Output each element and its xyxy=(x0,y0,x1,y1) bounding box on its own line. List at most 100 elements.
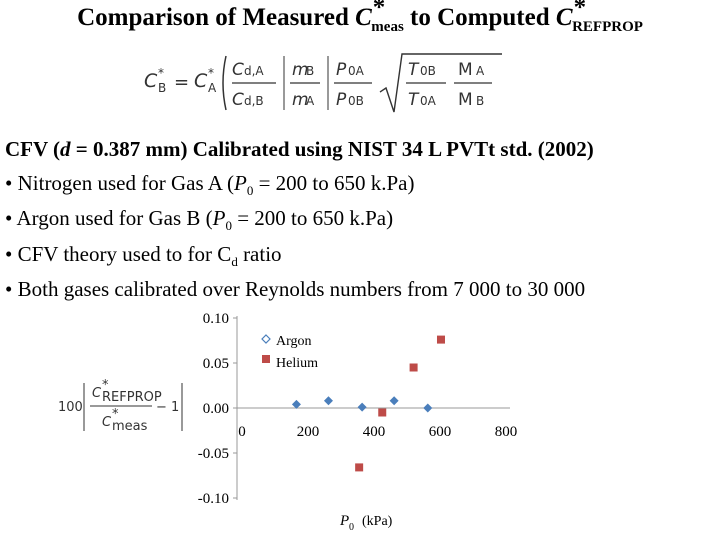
formula-f1-num-sub: d,A xyxy=(244,64,264,78)
formula-f2-den: m xyxy=(292,90,309,110)
formula-f5-den-sub: B xyxy=(476,94,484,108)
y-tick-label: 0.00 xyxy=(203,401,229,417)
legend-marker-argon xyxy=(261,334,271,344)
bullet-marker: • xyxy=(5,206,13,230)
formula-f3-num-sub: 0A xyxy=(348,64,365,78)
title-middle: to Computed xyxy=(403,4,556,31)
info-list: CFV (d = 0.387 mm) Calibrated using NIST… xyxy=(5,133,717,307)
formula-f1-num: C xyxy=(232,60,244,80)
info-b2-p: P xyxy=(212,206,226,230)
formula-f5-num-sub: A xyxy=(476,64,485,78)
formula-f2-num: m xyxy=(292,60,309,80)
title-sym-refprop: C xyxy=(555,4,573,31)
title-sym-meas: C xyxy=(355,4,372,31)
y-tick-label: -0.10 xyxy=(198,491,229,507)
title-sub-meas: meas xyxy=(371,19,404,35)
title-star: * xyxy=(372,0,386,21)
info-bullet-cfv-theory: • CFV theory used to for Cd ratio xyxy=(5,238,717,274)
ylabel-den-star: * xyxy=(112,407,119,422)
formula-lhs-star: * xyxy=(158,66,164,80)
info-b2-pre: Argon used for Gas B ( xyxy=(16,206,213,230)
y-tick-label: 0.05 xyxy=(203,356,229,372)
bullet-marker: • xyxy=(5,277,13,301)
formula-f3-den: P xyxy=(336,90,347,110)
formula-lhs-sub: B xyxy=(158,81,166,95)
argon-point xyxy=(389,396,399,406)
info-bullet-nitrogen: • Nitrogen used for Gas A (P0 = 200 to 6… xyxy=(5,167,717,203)
formula-f4-num: T xyxy=(408,60,420,80)
x-tick-label: 200 xyxy=(297,424,320,440)
argon-point xyxy=(291,399,301,409)
helium-point xyxy=(355,463,364,472)
formula-f3-den-sub: 0B xyxy=(348,94,364,108)
info-b2-post: = 200 to 650 k.Pa) xyxy=(231,206,394,230)
info-heading-pre: CFV ( xyxy=(5,137,61,161)
slide-title: Comparison of Measured C*meas to Compute… xyxy=(0,0,720,35)
ylabel-factor: 100 xyxy=(58,400,83,415)
x-axis-ticks: 0 200 400 600 800 xyxy=(238,424,517,440)
argon-point xyxy=(357,402,367,412)
formula-f4-den-sub: 0A xyxy=(420,94,437,108)
info-heading-d: d xyxy=(60,137,71,161)
info-b1-p: P xyxy=(234,170,247,195)
formula-f5-den: M xyxy=(458,90,473,110)
formula-bracket-left xyxy=(222,55,227,111)
bullet-marker: • xyxy=(5,241,13,266)
formula-lhs-sym: C xyxy=(144,70,158,92)
info-b2-sub: 0 xyxy=(225,218,232,233)
title-star-2: * xyxy=(573,0,587,21)
formula-f4-den: T xyxy=(408,90,420,110)
chart-area: 100 C * REFPROP C * meas − 1 0.10 0.05 0.0… xyxy=(0,300,720,540)
chart-legend: Argon Helium xyxy=(254,329,324,373)
info-b1-post: = 200 to 650 k.Pa) xyxy=(253,170,415,195)
y-tick-label: 0.10 xyxy=(203,311,229,327)
ylabel-den-sym: C xyxy=(102,415,112,430)
helium-point xyxy=(436,335,445,344)
info-b4: Both gases calibrated over Reynolds numb… xyxy=(17,277,586,301)
info-bullet-reynolds: • Both gases calibrated over Reynolds nu… xyxy=(5,273,717,307)
info-b1-sub: 0 xyxy=(246,182,254,198)
helium-point xyxy=(378,408,387,417)
argon-point xyxy=(423,403,433,413)
ylabel-num-sub: REFPROP xyxy=(102,390,162,405)
x-tick-label: 800 xyxy=(495,424,518,440)
formula-f4-num-sub: 0B xyxy=(420,64,436,78)
formula-sqrt xyxy=(379,53,502,113)
ylabel-num-star: * xyxy=(102,378,109,393)
info-b3-post: ratio xyxy=(237,241,282,266)
helium-point xyxy=(409,363,418,372)
scatter-chart: 100 C * REFPROP C * meas − 1 0.10 0.05 0.0… xyxy=(58,311,517,533)
formula-f3-num: P xyxy=(336,60,347,80)
xlabel-sym: P xyxy=(339,513,349,529)
title-sub-refprop: REFPROP xyxy=(572,19,643,35)
formula-f5-num: M xyxy=(458,60,473,80)
legend-label-argon: Argon xyxy=(276,334,312,349)
legend-marker-helium xyxy=(262,355,270,363)
formula-f1-den-sub: d,B xyxy=(244,94,264,108)
legend-label-helium: Helium xyxy=(276,356,318,371)
formula-rhs-sym: C xyxy=(194,70,208,92)
info-b3-sub: d xyxy=(231,253,238,269)
info-b1-pre: Nitrogen used for Gas A ( xyxy=(17,170,234,195)
formula-f2-den-sub: A xyxy=(306,94,315,108)
ratio-formula: C * B = C * A C d,A C d,B m B m A P 0A P… xyxy=(144,53,502,113)
xlabel-unit: (kPa) xyxy=(362,514,393,529)
chart-marks xyxy=(291,335,445,472)
y-axis-ticks: 0.10 0.05 0.00 -0.05 -0.10 xyxy=(198,311,237,507)
xlabel-sub: 0 xyxy=(349,522,354,533)
formula-equals: = xyxy=(174,72,189,93)
formula-rhs-sub: A xyxy=(208,81,217,95)
x-axis-label: P 0 (kPa) xyxy=(339,513,393,533)
argon-point xyxy=(323,396,333,406)
ylabel-num-sym: C xyxy=(92,386,102,401)
x-tick-label: 600 xyxy=(429,424,452,440)
info-heading-post: = 0.387 mm) Calibrated using NIST 34 L P… xyxy=(70,137,594,161)
ylabel-minus-one: − 1 xyxy=(156,400,179,415)
bullet-marker: • xyxy=(5,170,13,195)
formula-f1-den: C xyxy=(232,90,244,110)
x-tick-label: 0 xyxy=(238,424,246,440)
ylabel-den-sub: meas xyxy=(112,419,148,434)
info-b3-pre: CFV theory used to for C xyxy=(17,241,232,266)
x-tick-label: 400 xyxy=(363,424,386,440)
y-tick-label: -0.05 xyxy=(198,446,229,462)
